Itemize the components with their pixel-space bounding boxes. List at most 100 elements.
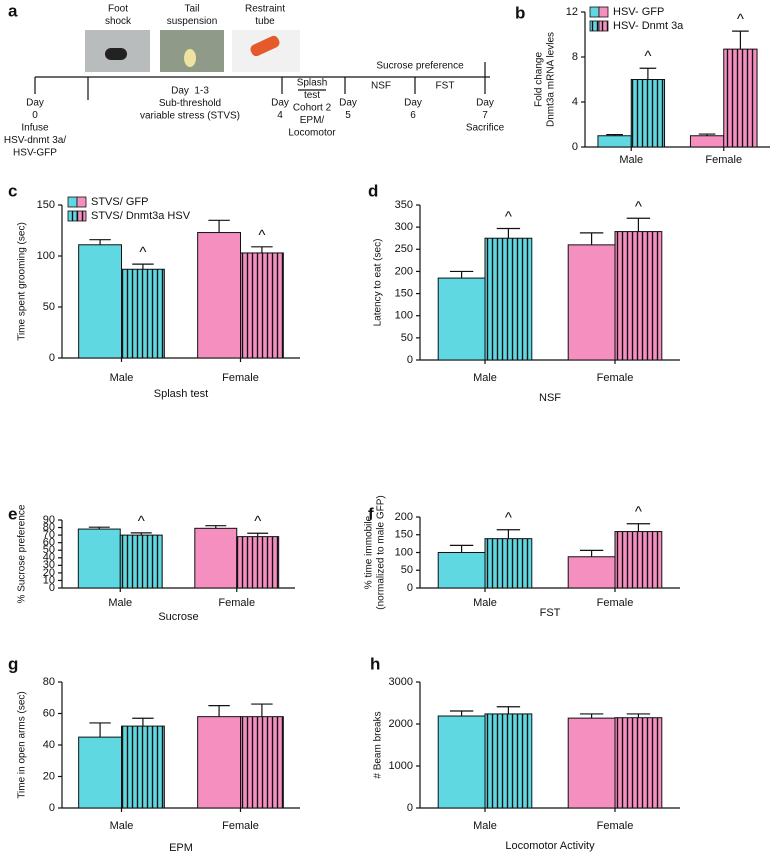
- legend-swatch: [598, 20, 609, 32]
- x-tick-label: Female: [222, 372, 259, 384]
- timeline-label: FST: [436, 81, 455, 92]
- y-tick-label: 100: [37, 250, 55, 262]
- bar: [121, 725, 165, 809]
- bar: [78, 736, 123, 809]
- legend-label: STVS/ Dnmt3a HSV: [91, 210, 191, 222]
- bar: [437, 715, 486, 809]
- bar: [121, 268, 165, 359]
- panel-letter: a: [8, 1, 18, 20]
- timeline-label: Locomotor: [288, 128, 336, 139]
- legend-swatch: [598, 6, 609, 18]
- legend-swatch: [67, 196, 78, 208]
- timeline-label: variable stress (STVS): [140, 111, 240, 122]
- timeline-label: Day: [339, 98, 357, 109]
- bar: [723, 48, 758, 148]
- y-tick-label: 0: [49, 802, 55, 814]
- timeline-label: NSF: [371, 81, 391, 92]
- timeline-label: shock: [105, 16, 132, 27]
- y-tick-label: 30: [43, 559, 55, 571]
- significance-marker: ^: [139, 244, 146, 261]
- legend-swatch: [589, 6, 600, 18]
- timeline-label: Day 1-3: [171, 86, 209, 97]
- x-tick-label: Male: [108, 597, 132, 609]
- timeline-label: Day: [476, 98, 494, 109]
- x-tick-label: Male: [473, 597, 497, 609]
- photo-mouse: [105, 48, 127, 60]
- bar: [437, 277, 486, 361]
- y-tick-label: 150: [395, 287, 413, 299]
- bar: [484, 538, 533, 589]
- bar: [597, 135, 632, 148]
- bar: [437, 552, 486, 589]
- y-tick-label: 3000: [389, 676, 413, 688]
- y-tick-label: 12: [566, 6, 578, 18]
- y-axis-label: % time immobile: [364, 515, 375, 589]
- y-tick-label: 70: [43, 529, 55, 541]
- y-tick-label: 0: [407, 354, 413, 366]
- panel-letter: h: [370, 654, 380, 673]
- timeline-label: Infuse: [21, 123, 49, 134]
- panel-letter: b: [515, 3, 525, 22]
- x-tick-label: Female: [597, 372, 634, 384]
- panel-letter: g: [8, 654, 18, 673]
- x-tick-label: Male: [110, 820, 134, 832]
- bar: [77, 528, 121, 589]
- bar: [197, 716, 242, 809]
- y-tick-label: 50: [401, 564, 413, 576]
- y-tick-label: 300: [395, 221, 413, 233]
- legend-label: HSV- GFP: [613, 6, 664, 18]
- bar: [236, 536, 280, 589]
- bar: [194, 527, 238, 589]
- significance-marker: ^: [737, 11, 744, 28]
- x-tick-label: Female: [218, 597, 255, 609]
- timeline-label: 5: [345, 110, 351, 121]
- x-tick-label: Male: [473, 820, 497, 832]
- timeline-label: Splash: [297, 78, 328, 89]
- x-tick-label: Male: [473, 372, 497, 384]
- bar: [630, 79, 666, 148]
- timeline-label: Sacrifice: [466, 123, 505, 134]
- y-tick-label: 50: [43, 301, 55, 313]
- y-tick-label: 80: [43, 676, 55, 688]
- legend-swatch: [76, 210, 87, 222]
- significance-marker: ^: [254, 513, 261, 530]
- y-tick-label: 2000: [389, 718, 413, 730]
- y-axis-label: Time spent grooming (sec): [17, 222, 28, 341]
- x-tick-label: Female: [597, 820, 634, 832]
- timeline-photos: [85, 30, 300, 72]
- timeline-label: 7: [482, 110, 488, 121]
- timeline-label: 6: [410, 110, 416, 121]
- y-axis-label: Dnmt3a mRNA levles: [546, 32, 557, 127]
- photo-tube: [250, 35, 280, 57]
- legend-swatch: [67, 210, 78, 222]
- panel-letter: d: [368, 181, 378, 200]
- timeline-label: Cohort 2: [293, 103, 332, 114]
- y-tick-label: 100: [395, 310, 413, 322]
- significance-marker: ^: [138, 513, 145, 530]
- bar: [240, 252, 284, 359]
- timeline-label: 0: [32, 110, 38, 121]
- bar: [78, 244, 123, 359]
- x-axis-label: FST: [540, 607, 561, 619]
- bar: [567, 244, 616, 361]
- y-tick-label: 90: [43, 514, 55, 526]
- timeline-label: EPM/: [300, 115, 325, 126]
- timeline-label: Tail: [184, 4, 199, 15]
- y-tick-label: 250: [395, 243, 413, 255]
- x-tick-label: Female: [705, 154, 742, 166]
- y-tick-label: 60: [43, 707, 55, 719]
- y-tick-label: 150: [37, 199, 55, 211]
- bar: [614, 231, 663, 361]
- significance-marker: ^: [644, 48, 651, 65]
- y-tick-label: 150: [395, 529, 413, 541]
- y-tick-label: 80: [43, 521, 55, 533]
- x-tick-label: Female: [597, 597, 634, 609]
- y-tick-label: 0: [572, 141, 578, 153]
- bar: [567, 717, 616, 809]
- significance-marker: ^: [258, 227, 265, 244]
- y-tick-label: 60: [43, 537, 55, 549]
- y-tick-label: 50: [401, 332, 413, 344]
- x-axis-label: EPM: [169, 842, 193, 853]
- timeline-label: tube: [255, 16, 275, 27]
- bar: [240, 716, 284, 809]
